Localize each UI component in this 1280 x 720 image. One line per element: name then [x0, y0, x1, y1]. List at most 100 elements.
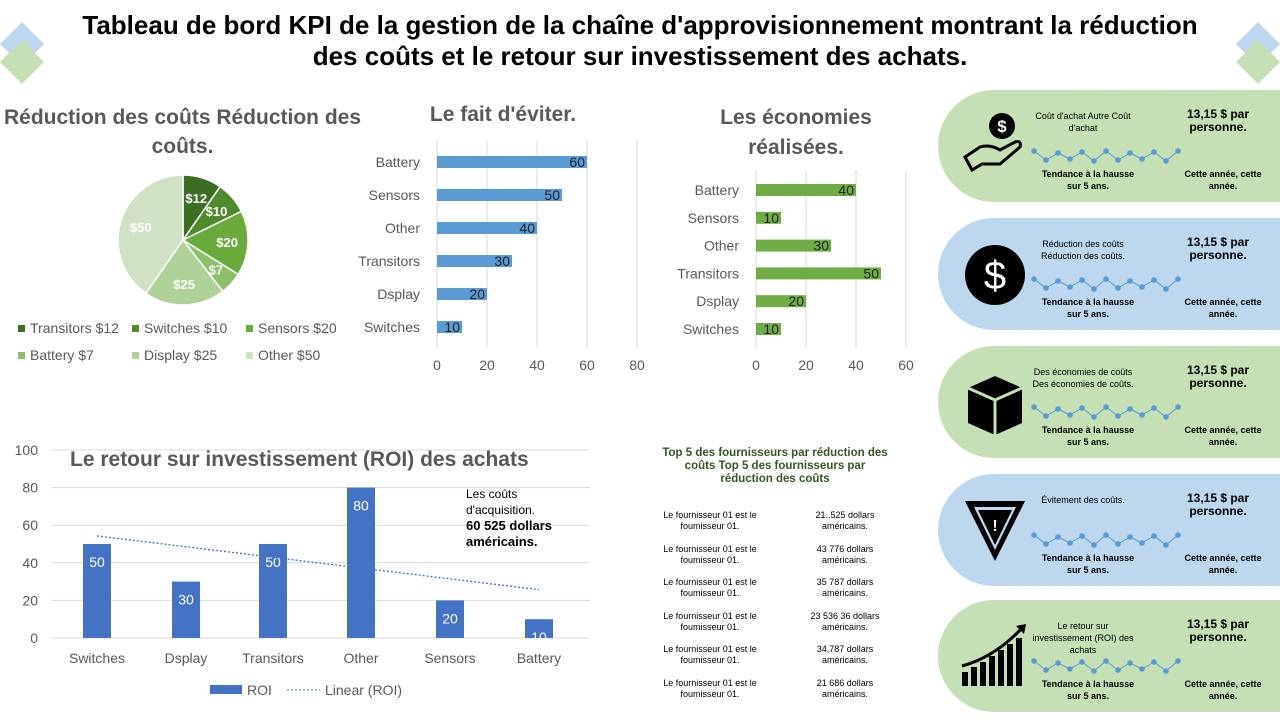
category-label: Battery: [517, 650, 561, 666]
kpi-year: Cette année, cette année.: [1184, 553, 1262, 575]
tick-label: 20: [22, 592, 38, 608]
legend-swatch: [132, 352, 139, 359]
category-label: Transitors: [677, 265, 739, 281]
supplier-value: 43 776 dollars américains.: [816, 543, 874, 565]
savings-bar-chart: 0 20 40 60 Battery 40 Sensors 10 Other 30 Transito…: [677, 170, 914, 373]
bar: [756, 323, 781, 335]
pie-slice: [181, 210, 249, 276]
category-label: Other: [343, 650, 378, 666]
growth-chart-icon: [961, 624, 1026, 686]
kpi-label: Le retour sur investissement (ROI) des a…: [1032, 621, 1134, 655]
svg-text:!: !: [992, 518, 997, 535]
avoid-bar-chart: 0 20 40 60 80 Battery 60 Sensors 50 Other 40 Transi…: [358, 140, 645, 373]
supplier-name: Le fournisseur 01 est le foumisseur 01.: [663, 610, 757, 632]
kpi-trend: Tendance à la hausse sur 5 ans.: [1041, 553, 1135, 575]
kpi-trend: Tendance à la hausse sur 5 ans.: [1041, 297, 1135, 319]
suppliers-title: Top 5 des fournisseurs par réduction des…: [662, 447, 888, 485]
bar: [259, 544, 287, 638]
bar-data-label: 30: [178, 592, 194, 608]
category-label: Battery: [376, 154, 420, 170]
bar: [347, 487, 375, 638]
bar-data-label: 10: [763, 210, 779, 226]
bar: [437, 288, 487, 300]
dollar-coin-icon: $: [965, 245, 1025, 305]
category-label: Dsplay: [377, 286, 420, 302]
kpi-card: Des économies de coûts Des économies de …: [938, 346, 1280, 458]
roi-chart: 0 20 40 60 80 100 50 Switches 30 Dsplay 50 Transito…: [15, 442, 590, 698]
legend-entry: Other $50: [258, 347, 320, 363]
bar: [756, 295, 806, 308]
supplier-value: 34,787 dollars américains.: [816, 644, 874, 665]
bar: [437, 156, 587, 168]
kpi-label: Coût d'achat Autre Coût d'achat: [1035, 111, 1131, 133]
supplier-value: 21 686 dollars américains.: [816, 677, 874, 699]
legend-entry: Sensors $20: [258, 320, 337, 336]
category-label: Other: [385, 220, 420, 236]
roi-annotation: Les coûts d'acquisition. 60 525 dollars …: [466, 486, 576, 550]
category-label: Switches: [683, 321, 739, 337]
kpi-value: 13,15 $ par personne.: [1186, 617, 1250, 644]
kpi-year: Cette année, cette année.: [1184, 297, 1262, 319]
roi-title: Le retour sur investissement (ROI) des a…: [70, 448, 529, 471]
tick-label: 80: [629, 357, 645, 373]
warning-icon: !: [965, 501, 1025, 561]
tick-label: 20: [479, 357, 495, 373]
pie-data-label: $12: [185, 191, 207, 206]
kpi-value: 13,15 $ par personne.: [1186, 491, 1250, 518]
sparkline: [1031, 532, 1181, 548]
bar: [756, 239, 831, 252]
bar-data-label: 50: [89, 554, 105, 570]
legend-swatch: [132, 325, 139, 332]
svg-text:$: $: [984, 254, 1006, 298]
bar: [756, 211, 781, 224]
legend-entry: Switches $10: [144, 320, 227, 336]
category-label: Switches: [364, 319, 420, 335]
tick-label: 40: [22, 555, 38, 571]
bar: [437, 255, 512, 267]
bar: [756, 267, 881, 280]
category-label: Battery: [695, 182, 739, 198]
bar-data-label: 60: [569, 154, 585, 170]
tick-label: 0: [30, 630, 38, 646]
legend-swatch: [210, 685, 242, 694]
legend-entry: Linear (ROI): [325, 682, 402, 698]
supplier-name: Le fournisseur 01 est le foumisseur 01.: [663, 510, 757, 531]
pie-data-label: $7: [209, 263, 223, 278]
bar-data-label: 40: [519, 220, 535, 236]
bar-data-label: 20: [469, 286, 485, 302]
pie-data-label: $50: [130, 220, 152, 235]
tick-label: 60: [579, 357, 595, 373]
legend-swatch: [246, 325, 253, 332]
bar: [83, 544, 111, 638]
bar: [436, 600, 464, 638]
supplier-value: 23 536 36 dollars américains.: [810, 610, 880, 632]
kpi-card: $ Coût d'achat Autre Coût d'achat 13,15 …: [938, 90, 1280, 202]
kpi-label: Des économies de coûts Des économies de …: [1032, 367, 1134, 389]
bar-data-label: 10: [763, 321, 779, 337]
pie-slice: [117, 174, 184, 295]
page-title: Tableau de bord KPI de la gestion de la …: [82, 10, 1198, 71]
kpi-year: Cette année, cette année.: [1184, 425, 1262, 447]
category-label: Sensors: [688, 210, 739, 226]
kpi-card: $ Réduction des coûts Réduction des coût…: [938, 218, 1280, 330]
kpi-label: Évitement des coûts.: [1041, 495, 1125, 505]
sparkline: [1031, 404, 1181, 420]
corner-decorations: [0, 22, 1280, 84]
kpi-trend: Tendance à la hausse sur 5 ans.: [1041, 169, 1135, 191]
category-label: Transitors: [242, 650, 304, 666]
bar: [756, 184, 856, 196]
tick-label: 100: [15, 442, 39, 458]
kpi-card: Le retour sur investissement (ROI) des a…: [938, 600, 1280, 712]
bar-data-label: 80: [353, 498, 369, 514]
supplier-name: Le fournisseur 01 est le foumisseur 01.: [663, 677, 757, 699]
legend-swatch: [18, 325, 25, 332]
sparkline: [1031, 276, 1181, 292]
kpi-card: ! Évitement des coûts. 13,15 $ par perso…: [938, 474, 1280, 586]
supplier-value: 21..525 dollars américains.: [815, 510, 875, 531]
annotation-value: 60 525 dollars américains.: [466, 518, 552, 549]
svg-text:$: $: [997, 117, 1007, 136]
legend-entry: ROI: [247, 682, 272, 698]
bar: [437, 222, 537, 234]
supplier-name: Le fournisseur 01 est le foumisseur 01.: [663, 577, 757, 598]
category-label: Dsplay: [165, 650, 208, 666]
